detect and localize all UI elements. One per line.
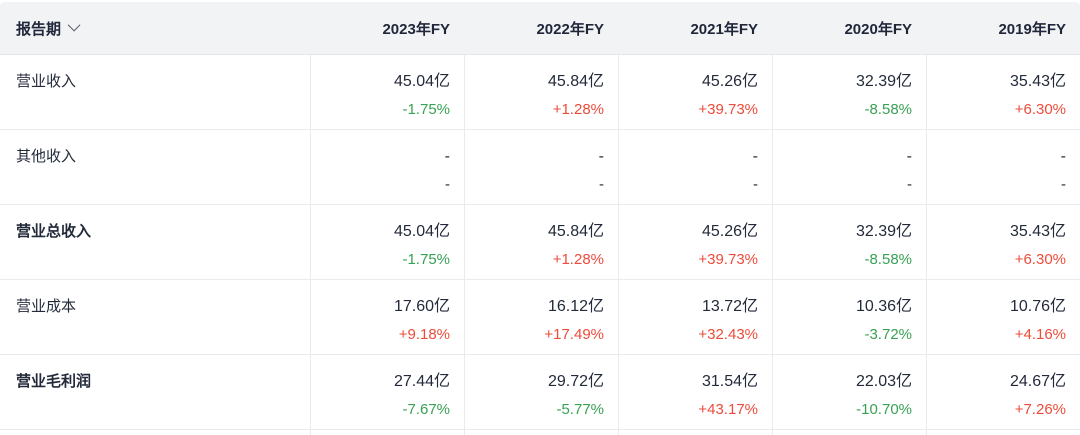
period-header: 2021年FY xyxy=(690,20,758,38)
metric-change: +6.30% xyxy=(1014,101,1066,118)
metric-value: 45.84亿 xyxy=(547,73,604,90)
metric-value: 45.04亿 xyxy=(393,73,450,90)
metric-change: +17.49% xyxy=(544,326,604,343)
metric-value: 22.03亿 xyxy=(855,373,912,390)
table-row: 营业毛利润 27.44亿 -7.67% 29.72亿 -5.77% 31.54亿 +43.1… xyxy=(0,355,1080,430)
metric-change: +9.18% xyxy=(398,326,450,343)
value-cell: 29.72亿 -5.77% xyxy=(464,355,618,429)
metric-change: +32.43% xyxy=(698,326,758,343)
metric-change: - xyxy=(753,176,758,193)
table-row-partial xyxy=(0,430,1080,435)
period-header: 2019年FY xyxy=(998,20,1066,38)
metric-change: - xyxy=(1061,176,1066,193)
value-cell: 35.43亿 +6.30% xyxy=(926,55,1080,129)
table-row: 营业收入 45.04亿 -1.75% 45.84亿 +1.28% 45.26亿 +39.73… xyxy=(0,55,1080,130)
metric-value: 45.26亿 xyxy=(701,73,758,90)
value-cell: 45.04亿 -1.75% xyxy=(310,205,464,279)
metric-value: 45.26亿 xyxy=(701,223,758,240)
value-cell: 45.04亿 -1.75% xyxy=(310,55,464,129)
report-period-label: 报告期 xyxy=(16,20,62,38)
value-cell: 32.39亿 -8.58% xyxy=(772,205,926,279)
value-cell: 31.54亿 +43.17% xyxy=(618,355,772,429)
metric-value: 17.60亿 xyxy=(393,298,450,315)
metric-change: - xyxy=(599,176,604,193)
metric-change: -3.72% xyxy=(864,326,912,343)
metric-value: 32.39亿 xyxy=(855,73,912,90)
value-cell: 35.43亿 +6.30% xyxy=(926,205,1080,279)
metric-change: - xyxy=(445,176,450,193)
value-cell: 45.26亿 +39.73% xyxy=(618,205,772,279)
row-label: 其他收入 xyxy=(16,148,77,165)
report-period-dropdown[interactable]: 报告期 xyxy=(0,2,310,54)
value-cell: 45.26亿 +39.73% xyxy=(618,55,772,129)
metric-change: -1.75% xyxy=(402,101,450,118)
metric-value: 13.72亿 xyxy=(701,298,758,315)
table-row: 营业成本 17.60亿 +9.18% 16.12亿 +17.49% 13.72亿 +32.4… xyxy=(0,280,1080,355)
metric-change: -8.58% xyxy=(864,101,912,118)
metric-value: 45.04亿 xyxy=(393,223,450,240)
metric-change: -7.67% xyxy=(402,401,450,418)
value-cell: 22.03亿 -10.70% xyxy=(772,355,926,429)
row-label: 营业毛利润 xyxy=(16,373,92,390)
value-cell: 13.72亿 +32.43% xyxy=(618,280,772,354)
period-header: 2022年FY xyxy=(536,20,604,38)
metric-value: 35.43亿 xyxy=(1009,223,1066,240)
metric-value: - xyxy=(598,148,604,165)
value-cell: 24.67亿 +7.26% xyxy=(926,355,1080,429)
metric-change: -8.58% xyxy=(864,251,912,268)
metric-change: +1.28% xyxy=(552,101,604,118)
metric-value: 24.67亿 xyxy=(1009,373,1066,390)
metric-value: - xyxy=(1060,148,1066,165)
row-label: 营业收入 xyxy=(16,73,77,90)
value-cell: -- xyxy=(310,130,464,204)
row-label: 营业总收入 xyxy=(16,223,92,240)
row-label: 营业成本 xyxy=(16,298,77,315)
table-header-row: 报告期 2023年FY 2022年FY 2021年FY 2020年FY 2019年FY xyxy=(0,2,1080,55)
value-cell: 45.84亿 +1.28% xyxy=(464,55,618,129)
table-row: 营业总收入 45.04亿 -1.75% 45.84亿 +1.28% 45.26亿 +39.7… xyxy=(0,205,1080,280)
metric-value: 10.36亿 xyxy=(855,298,912,315)
metric-change: +39.73% xyxy=(698,101,758,118)
metric-value: 27.44亿 xyxy=(393,373,450,390)
metric-change: +39.73% xyxy=(698,251,758,268)
value-cell: 16.12亿 +17.49% xyxy=(464,280,618,354)
metric-change: -10.70% xyxy=(856,401,912,418)
value-cell: 27.44亿 -7.67% xyxy=(310,355,464,429)
value-cell: 32.39亿 -8.58% xyxy=(772,55,926,129)
period-header: 2020年FY xyxy=(844,20,912,38)
chevron-down-icon xyxy=(67,18,81,31)
metric-value: 45.84亿 xyxy=(547,223,604,240)
value-cell: 17.60亿 +9.18% xyxy=(310,280,464,354)
metric-change: -1.75% xyxy=(402,251,450,268)
metric-value: - xyxy=(752,148,758,165)
metric-value: 16.12亿 xyxy=(547,298,604,315)
period-header: 2023年FY xyxy=(382,20,450,38)
metric-value: - xyxy=(444,148,450,165)
metric-change: +4.16% xyxy=(1014,326,1066,343)
metric-value: - xyxy=(906,148,912,165)
metric-value: 10.76亿 xyxy=(1009,298,1066,315)
value-cell: 45.84亿 +1.28% xyxy=(464,205,618,279)
value-cell: -- xyxy=(464,130,618,204)
value-cell: -- xyxy=(772,130,926,204)
table-row: 其他收入 - - - - - - - - - - xyxy=(0,130,1080,205)
metric-value: 35.43亿 xyxy=(1009,73,1066,90)
metric-change: - xyxy=(907,176,912,193)
value-cell: -- xyxy=(926,130,1080,204)
metric-change: +7.26% xyxy=(1014,401,1066,418)
metric-change: +6.30% xyxy=(1014,251,1066,268)
metric-change: -5.77% xyxy=(556,401,604,418)
value-cell: 10.36亿 -3.72% xyxy=(772,280,926,354)
table-body: 营业收入 45.04亿 -1.75% 45.84亿 +1.28% 45.26亿 +39.73… xyxy=(0,55,1080,430)
metric-change: +43.17% xyxy=(698,401,758,418)
value-cell: 10.76亿 +4.16% xyxy=(926,280,1080,354)
metric-value: 29.72亿 xyxy=(547,373,604,390)
metric-value: 32.39亿 xyxy=(855,223,912,240)
value-cell: -- xyxy=(618,130,772,204)
metric-value: 31.54亿 xyxy=(701,373,758,390)
metric-change: +1.28% xyxy=(552,251,604,268)
